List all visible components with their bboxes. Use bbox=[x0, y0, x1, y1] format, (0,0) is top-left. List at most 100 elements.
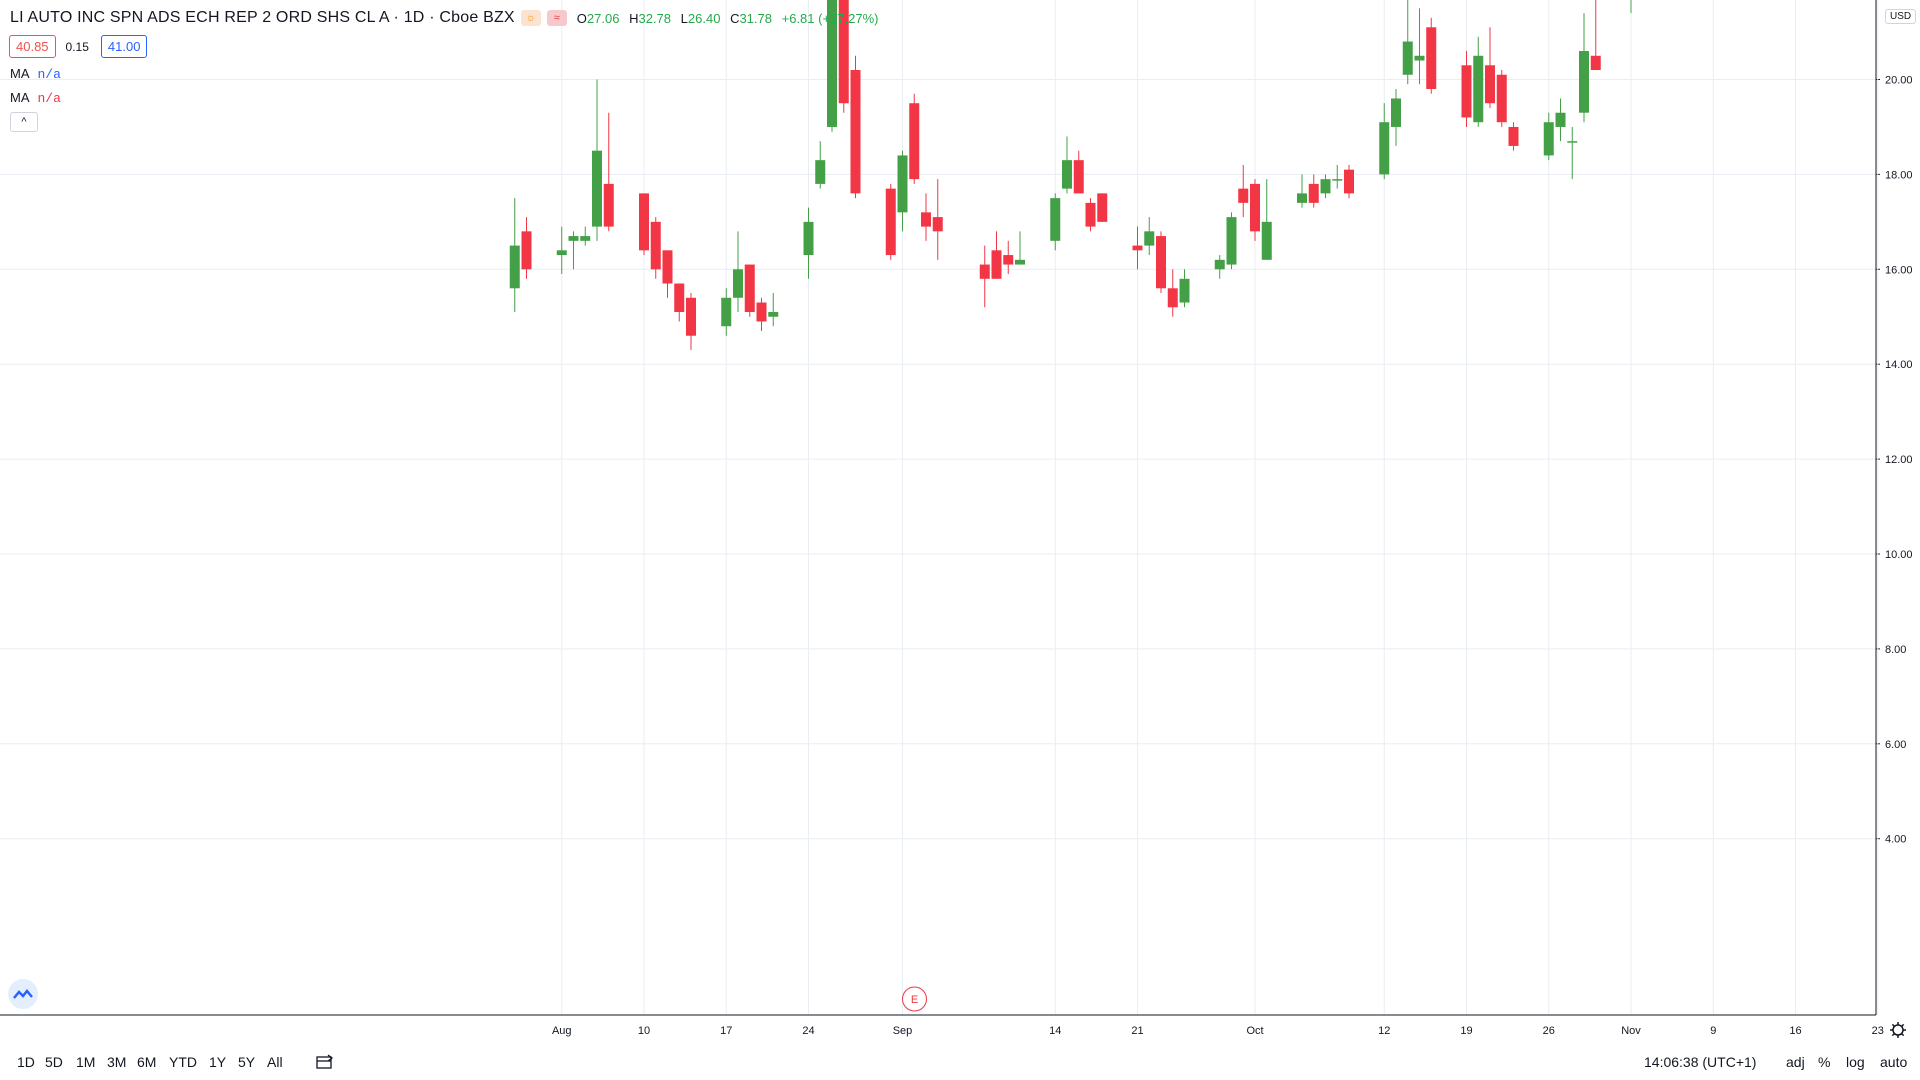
candle-up[interactable] bbox=[1414, 55, 1425, 61]
range-3m[interactable]: 3M bbox=[107, 1054, 127, 1070]
ma1-label: MA bbox=[10, 66, 30, 81]
log-toggle[interactable]: log bbox=[1846, 1054, 1865, 1070]
sell-button[interactable]: 40.85 bbox=[9, 35, 56, 58]
adj-toggle[interactable]: adj bbox=[1786, 1054, 1805, 1070]
currency-badge[interactable]: USD bbox=[1885, 9, 1917, 24]
ma-indicator-1[interactable]: MA n/a bbox=[10, 66, 61, 82]
candle-down[interactable] bbox=[838, 0, 849, 104]
market-hours-icon[interactable]: ☼ bbox=[520, 10, 541, 26]
candle-up[interactable] bbox=[827, 0, 837, 127]
clock-time[interactable]: 14:06:38 (UTC+1) bbox=[1644, 1054, 1757, 1070]
x-tick-label: 14 bbox=[1049, 1025, 1061, 1037]
candle-up[interactable] bbox=[1261, 221, 1272, 260]
candle-down[interactable] bbox=[756, 302, 767, 322]
candle-up[interactable] bbox=[1332, 179, 1343, 181]
candle-down[interactable] bbox=[603, 183, 614, 227]
ma-indicator-2[interactable]: MA n/a bbox=[10, 90, 61, 106]
candle-up[interactable] bbox=[733, 269, 743, 298]
candle-up[interactable] bbox=[803, 221, 814, 256]
candle-down[interactable] bbox=[521, 231, 532, 270]
range-1d[interactable]: 1D bbox=[17, 1054, 35, 1070]
candle-up[interactable] bbox=[1214, 259, 1225, 270]
candle-up[interactable] bbox=[1297, 193, 1307, 203]
range-1m[interactable]: 1M bbox=[76, 1054, 96, 1070]
candle-up[interactable] bbox=[1015, 259, 1025, 265]
collapse-legend-button[interactable]: ^ bbox=[10, 112, 38, 132]
candle-down[interactable] bbox=[1496, 74, 1507, 123]
candle-down[interactable] bbox=[932, 217, 943, 232]
candle-up[interactable] bbox=[1226, 217, 1237, 265]
candle-up[interactable] bbox=[1579, 51, 1589, 113]
candle-down[interactable] bbox=[1590, 55, 1601, 71]
candle-up[interactable] bbox=[509, 245, 520, 289]
candle-down[interactable] bbox=[1073, 160, 1084, 194]
candle-down[interactable] bbox=[991, 250, 1002, 279]
buy-button[interactable]: 41.00 bbox=[100, 35, 148, 58]
candle-down[interactable] bbox=[1097, 193, 1108, 222]
range-6m[interactable]: 6M bbox=[137, 1054, 157, 1070]
candle-down[interactable] bbox=[1308, 183, 1319, 203]
x-tick-label: 26 bbox=[1543, 1025, 1555, 1037]
candle-down[interactable] bbox=[1508, 126, 1519, 146]
x-tick-label: Sep bbox=[893, 1025, 913, 1037]
candle-down[interactable] bbox=[885, 188, 896, 256]
candle-down[interactable] bbox=[1003, 255, 1014, 265]
candle-up[interactable] bbox=[815, 160, 826, 184]
candle-up[interactable] bbox=[1391, 98, 1401, 127]
candle-down[interactable] bbox=[909, 103, 920, 180]
candle-down[interactable] bbox=[1344, 169, 1354, 194]
candle-up[interactable] bbox=[1144, 231, 1155, 246]
candle-up[interactable] bbox=[1543, 122, 1554, 156]
candle-down[interactable] bbox=[1156, 236, 1166, 289]
candle-up[interactable] bbox=[897, 155, 908, 213]
candle-down[interactable] bbox=[674, 283, 685, 313]
candle-down[interactable] bbox=[744, 264, 755, 313]
candle-down[interactable] bbox=[686, 297, 696, 336]
candle-up[interactable] bbox=[1062, 160, 1072, 189]
candle-down[interactable] bbox=[850, 70, 861, 194]
percent-toggle[interactable]: % bbox=[1818, 1054, 1831, 1070]
settings-gear-icon[interactable] bbox=[1890, 1022, 1906, 1038]
candle-up[interactable] bbox=[1473, 55, 1484, 123]
candle-down[interactable] bbox=[1167, 288, 1178, 308]
candle-up[interactable] bbox=[768, 312, 779, 317]
candle-down[interactable] bbox=[1461, 65, 1472, 118]
candle-down[interactable] bbox=[1485, 65, 1495, 104]
symbol-title[interactable]: LI AUTO INC SPN ADS ECH REP 2 ORD SHS CL… bbox=[10, 9, 515, 26]
goto-date-icon[interactable] bbox=[315, 1054, 335, 1073]
candle-up[interactable] bbox=[592, 150, 602, 227]
candle-down[interactable] bbox=[921, 212, 931, 227]
candle-up[interactable] bbox=[568, 236, 579, 241]
candle-up[interactable] bbox=[556, 250, 567, 256]
range-5y[interactable]: 5Y bbox=[238, 1054, 256, 1070]
candle-down[interactable] bbox=[979, 264, 990, 279]
candle-up[interactable] bbox=[1402, 41, 1413, 75]
candle-down[interactable] bbox=[662, 250, 673, 284]
candle-up[interactable] bbox=[1320, 179, 1331, 194]
delayed-data-icon[interactable]: ≈ bbox=[546, 10, 567, 26]
range-ytd[interactable]: YTD bbox=[169, 1054, 197, 1070]
range-1y[interactable]: 1Y bbox=[209, 1054, 227, 1070]
candle-down[interactable] bbox=[1250, 183, 1260, 232]
candle-up[interactable] bbox=[1179, 278, 1190, 303]
x-tick-label: 9 bbox=[1710, 1025, 1716, 1037]
tradingview-logo-icon[interactable] bbox=[8, 979, 38, 1009]
candle-down[interactable] bbox=[1132, 245, 1143, 251]
candle-up[interactable] bbox=[1050, 198, 1061, 241]
candle-down[interactable] bbox=[1426, 27, 1437, 89]
candle-down[interactable] bbox=[639, 193, 649, 251]
candle-up[interactable] bbox=[1555, 112, 1566, 127]
auto-toggle[interactable]: auto bbox=[1880, 1054, 1908, 1070]
range-all[interactable]: All bbox=[267, 1054, 283, 1070]
range-5d[interactable]: 5D bbox=[45, 1054, 63, 1070]
candle-down[interactable] bbox=[1085, 202, 1096, 227]
earnings-icon[interactable] bbox=[902, 986, 927, 1012]
candle-up[interactable] bbox=[1567, 141, 1578, 143]
candle-up[interactable] bbox=[1379, 122, 1390, 175]
candle-up[interactable] bbox=[580, 236, 591, 241]
y-tick-label: 10.00 bbox=[1885, 549, 1913, 561]
candle-down[interactable] bbox=[650, 221, 661, 270]
candle-down[interactable] bbox=[1238, 188, 1249, 203]
candle-up[interactable] bbox=[721, 297, 732, 327]
